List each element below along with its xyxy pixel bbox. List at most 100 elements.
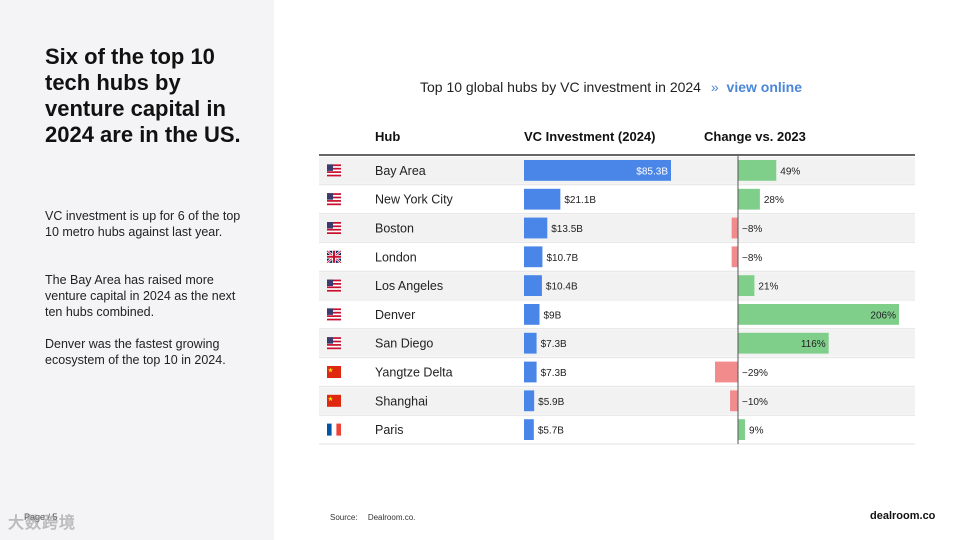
change-label: −29% (742, 368, 768, 379)
view-online-link[interactable]: view online (726, 79, 803, 95)
dealroom-logo: dealroom.co (870, 510, 936, 522)
vc-investment-bar (524, 304, 540, 325)
change-label: 21% (758, 282, 778, 293)
column-header-vc-investment: VC Investment (2024) (524, 129, 656, 144)
flag-stripe (327, 171, 341, 173)
column-header-change: Change vs. 2023 (704, 129, 806, 144)
flag-stripe (327, 347, 341, 350)
flag-stripe (327, 196, 341, 199)
hub-name: Paris (375, 423, 403, 437)
body-paragraph-3: Denver was the fastest growing ecosystem… (45, 337, 226, 367)
flag-canton (327, 164, 333, 171)
us-flag-icon (327, 308, 341, 321)
flag-blue (327, 423, 332, 436)
headline: Six of the top 10 tech hubs by venture c… (45, 44, 241, 147)
watermark: 大数跨境 (8, 515, 77, 532)
flag-stripe (327, 228, 341, 231)
change-bar (731, 246, 738, 268)
flag-stripe (327, 200, 341, 202)
source-label: Source: (330, 513, 358, 522)
table-row-shade (319, 387, 915, 415)
flag-white (331, 423, 337, 436)
vc-investment-bar (524, 390, 535, 412)
vc-investment-bar (524, 246, 543, 268)
flag-stripe (327, 222, 341, 224)
table-row-shade (319, 272, 915, 299)
change-bar (738, 304, 899, 325)
source-value: Dealroom.co. (367, 513, 416, 522)
change-label: −10% (742, 397, 768, 408)
flag-stripe (327, 286, 341, 289)
vc-investment-label: $10.4B (546, 282, 578, 293)
vc-investment-bar (524, 217, 548, 239)
flag-stripe (327, 337, 341, 339)
vc-investment-bar (524, 188, 561, 210)
vc-investment-label: $5.7B (538, 426, 564, 437)
vc-investment-label: $7.3B (541, 368, 567, 379)
vc-investment-bar (524, 361, 537, 383)
table-row-shade (319, 214, 915, 242)
column-header-hub: Hub (375, 129, 401, 144)
flag-stripe (327, 318, 341, 321)
hub-name: Boston (375, 222, 414, 236)
flag-canton (327, 222, 333, 229)
us-flag-icon (327, 222, 341, 234)
flag-stripe (327, 308, 341, 311)
change-bar (738, 160, 777, 181)
change-bar (730, 390, 738, 412)
flag-stripe (327, 225, 341, 228)
flag-star (328, 367, 333, 373)
flag-cross-red (327, 250, 341, 263)
flag-stripe (327, 174, 341, 177)
flag-stripe (327, 232, 341, 234)
flag-stripe (327, 311, 341, 314)
hub-name: Yangtze Delta (375, 366, 453, 380)
change-bar (738, 275, 755, 296)
body-paragraph-1: VC investment is up for 6 of the top 10 … (45, 209, 241, 239)
change-label: 9% (749, 426, 764, 437)
us-flag-icon (327, 337, 341, 350)
flag-red (336, 423, 341, 436)
vc-investment-label: $13.5B (551, 224, 583, 235)
us-flag-icon (327, 193, 341, 206)
flag-star (328, 396, 333, 402)
view-online-arrow-icon[interactable]: » (710, 79, 719, 95)
flag-stripe (327, 344, 341, 346)
left-panel (0, 0, 274, 540)
change-bar (738, 332, 829, 354)
hub-name: Denver (375, 308, 415, 322)
uk-flag-icon (326, 249, 342, 264)
page-number: Page / 5 (24, 512, 58, 522)
hub-name: Los Angeles (375, 279, 443, 293)
flag-stripe (327, 283, 341, 285)
flag-canton (327, 193, 333, 200)
france-flag-icon (327, 423, 341, 436)
hub-name: London (375, 250, 417, 264)
change-bar (731, 217, 738, 239)
vc-investment-label: $7.3B (541, 339, 567, 350)
us-flag-icon (327, 164, 341, 177)
change-label: −8% (742, 224, 762, 235)
vc-investment-label: $21.1B (564, 195, 596, 206)
flag-stripe (327, 203, 341, 206)
change-label: −8% (742, 253, 762, 264)
flag-canton (327, 279, 333, 287)
change-label: 49% (780, 166, 800, 177)
flag-stripe (327, 315, 341, 317)
china-flag-icon (327, 394, 341, 407)
vc-investment-bar (524, 419, 534, 440)
us-flag-icon (327, 279, 341, 292)
body-paragraph-2: The Bay Area has raised more venture cap… (45, 273, 236, 319)
chart-title-text: Top 10 global hubs by VC investment in 2… (420, 79, 701, 95)
hub-name: Bay Area (375, 164, 426, 178)
change-bar (738, 188, 760, 210)
flag-canton (327, 308, 333, 315)
hub-name: Shanghai (375, 394, 428, 408)
vc-investment-label: $85.3B (636, 166, 668, 177)
vc-investment-bar (524, 332, 537, 354)
vc-investment-bar (524, 160, 671, 181)
flag-stripe (327, 164, 341, 167)
change-label: 116% (801, 339, 826, 350)
flag-stripe (327, 279, 341, 282)
